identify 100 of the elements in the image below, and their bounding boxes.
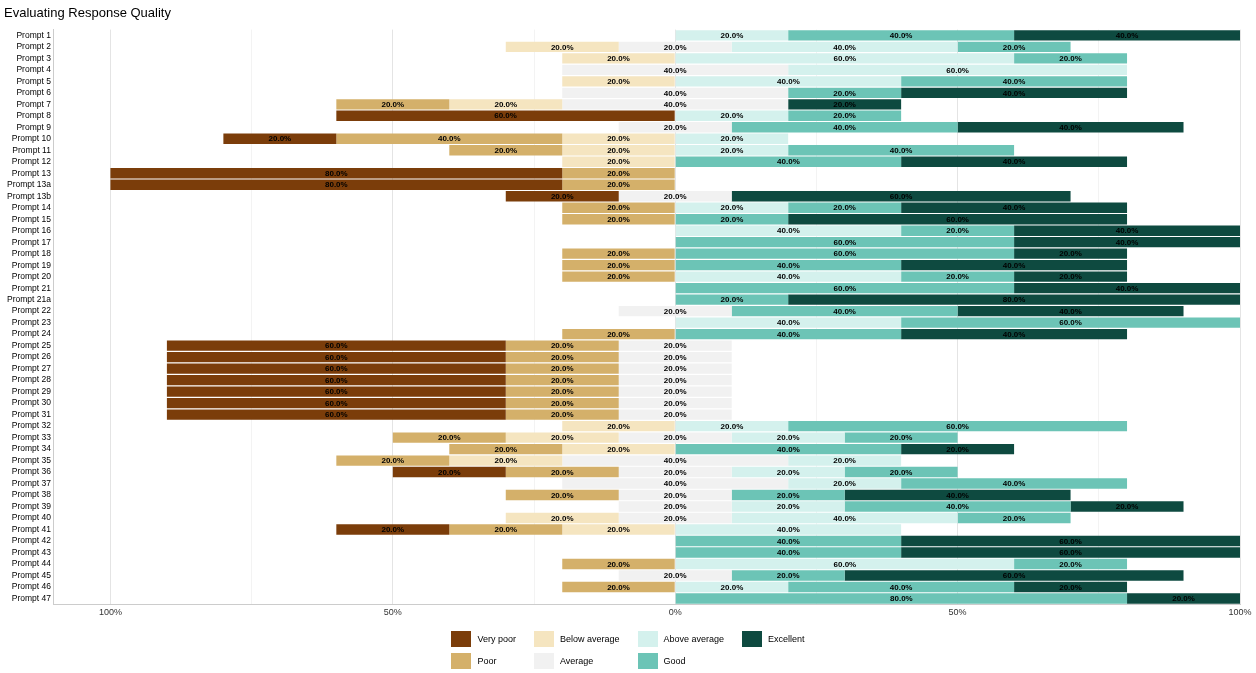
bar [562,64,789,75]
bar [675,317,902,328]
data-label: 40.0% [663,100,687,109]
data-label: 20.0% [663,191,687,201]
data-label: 20.0% [550,191,574,201]
data-label: 20.0% [607,54,630,64]
data-label: 20.0% [720,582,744,592]
bar [1014,30,1240,41]
data-label: 40.0% [1002,203,1026,213]
bar [336,455,450,466]
bar [1070,501,1184,512]
data-label: 20.0% [550,375,574,385]
y-tick-label: Prompt 8 [16,110,52,121]
data-label: 40.0% [1002,329,1026,339]
data-label: 40.0% [777,318,800,328]
data-label: 20.0% [550,467,574,477]
data-label: 40.0% [777,157,800,167]
data-label: 60.0% [833,249,857,259]
data-label: 20.0% [550,42,574,52]
data-label: 20.0% [833,479,856,489]
data-label: 20.0% [607,134,630,144]
data-label: 20.0% [720,295,744,305]
data-label: 20.0% [550,433,574,443]
y-tick-label: Prompt 19 [11,259,52,270]
data-label: 60.0% [324,398,348,408]
data-label: 40.0% [1002,479,1026,489]
data-label: 40.0% [1059,306,1082,316]
data-label: 20.0% [1059,559,1082,569]
bar [675,225,902,236]
data-label: 20.0% [663,352,687,362]
data-label: 40.0% [777,260,800,270]
data-label: 20.0% [607,214,630,224]
data-label: 20.0% [268,134,292,144]
data-label: 60.0% [946,65,969,75]
y-tick-label: Prompt 29 [11,385,52,396]
data-label: 20.0% [607,444,630,454]
data-label: 20.0% [607,559,630,569]
data-label: 20.0% [607,145,630,155]
bar [336,524,450,535]
x-tick-label: 100% [1228,607,1252,618]
data-label: 20.0% [663,387,687,397]
data-label: 40.0% [777,329,800,339]
data-label: 40.0% [777,272,800,282]
data-label: 20.0% [550,387,574,397]
data-label: 40.0% [777,525,800,535]
data-label: 60.0% [833,54,857,64]
bar [675,558,1015,570]
data-label: 20.0% [663,490,687,500]
data-label: 20.0% [663,122,687,132]
data-label: 20.0% [663,502,687,512]
data-label: 40.0% [437,134,461,144]
data-label: 20.0% [607,329,630,339]
bar [675,271,902,282]
legend-label: Above average [663,634,725,644]
data-label: 60.0% [889,191,913,201]
bar [618,432,732,443]
legend-label: Good [663,656,686,666]
data-label: 20.0% [663,341,687,351]
data-label: 60.0% [833,283,857,293]
data-label: 20.0% [1059,54,1082,64]
y-tick-label: Prompt 22 [11,305,52,316]
bar [957,122,1184,133]
data-label: 20.0% [494,456,518,466]
y-tick-label: Prompt 10 [11,133,52,144]
data-label: 60.0% [1059,548,1082,558]
data-label: 20.0% [663,513,687,523]
data-label: 40.0% [777,226,800,236]
data-label: 20.0% [663,398,687,408]
data-label: 20.0% [663,364,687,374]
bar [1127,593,1240,604]
bar [788,145,1015,156]
y-tick-label: Prompt 30 [11,397,52,408]
y-tick-label: Prompt 15 [11,213,52,224]
y-tick-label: Prompt 40 [11,512,52,523]
data-label: 40.0% [663,65,687,75]
data-label: 40.0% [777,77,800,87]
y-tick-label: Prompt 7 [16,98,52,109]
data-label: 20.0% [494,100,518,109]
data-label: 40.0% [833,306,856,316]
y-tick-label: Prompt 33 [11,431,52,442]
data-label: 20.0% [833,203,856,213]
data-label: 20.0% [663,571,687,581]
data-label: 20.0% [663,306,687,316]
data-label: 20.0% [607,260,630,270]
y-tick-label: Prompt 27 [11,362,52,373]
data-label: 40.0% [777,536,800,546]
data-label: 40.0% [777,444,800,454]
data-label: 80.0% [890,594,913,604]
legend-label: Average [559,656,594,666]
data-label: 60.0% [1059,318,1082,328]
data-label: 20.0% [833,88,856,98]
data-label: 20.0% [607,249,630,259]
y-tick-label: Prompt 14 [11,202,52,213]
data-label: 20.0% [607,180,630,190]
bar [901,328,1128,340]
y-tick-label: Prompt 41 [11,523,52,534]
y-tick-label: Prompt 34 [11,443,52,454]
data-label: 20.0% [437,433,461,443]
data-label: 20.0% [550,490,574,500]
y-tick-label: Prompt 44 [11,558,52,569]
